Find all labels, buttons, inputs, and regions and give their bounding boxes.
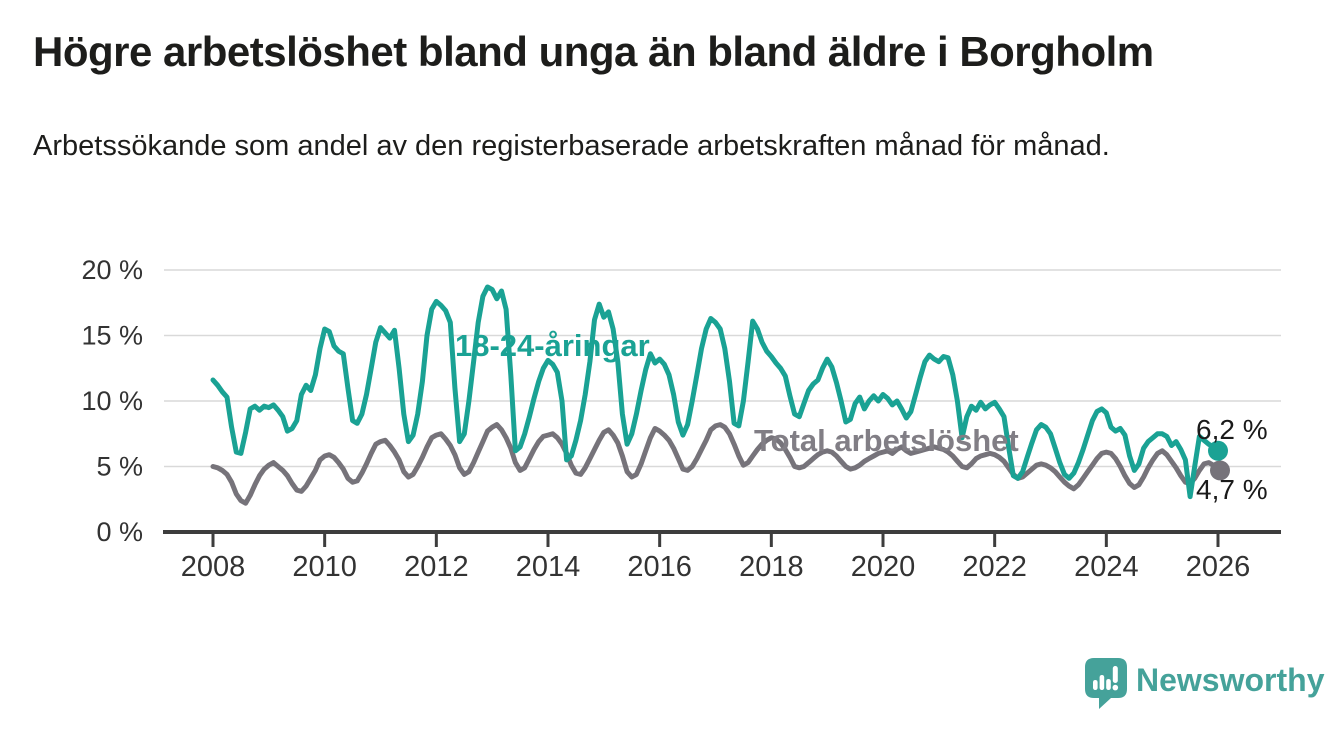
y-axis-tick-label: 10 % <box>81 386 143 416</box>
total-end-dot <box>1210 460 1230 481</box>
x-axis-tick-label: 2014 <box>516 551 581 583</box>
newsworthy-logo-text: Newsworthy <box>1136 662 1325 698</box>
x-axis-tick-label: 2012 <box>404 551 469 583</box>
end-value-label-young: 6,2 % <box>1196 414 1268 445</box>
y-axis-tick-label: 15 % <box>81 321 143 351</box>
x-axis-tick-label: 2024 <box>1074 551 1139 583</box>
young-end-dot <box>1208 440 1228 461</box>
x-axis-tick-label: 2018 <box>739 551 804 583</box>
x-axis-tick-label: 2008 <box>181 551 246 583</box>
x-axis-tick-label: 2016 <box>627 551 692 583</box>
x-axis-tick-label: 2010 <box>292 551 357 583</box>
series-label-young: 18-24-åringar <box>455 328 650 363</box>
newsworthy-logo: Newsworthy <box>1084 657 1324 711</box>
x-axis-tick-label: 2020 <box>851 551 916 583</box>
end-value-label-total: 4,7 % <box>1196 474 1268 505</box>
x-axis-tick-label: 2022 <box>962 551 1027 583</box>
y-axis-tick-label: 20 % <box>81 255 143 285</box>
y-axis-tick-label: 5 % <box>96 452 143 482</box>
x-axis-tick-label: 2026 <box>1186 551 1251 583</box>
page-title: Högre arbetslöshet bland unga än bland ä… <box>33 28 1154 75</box>
total-line <box>210 422 1221 506</box>
young-line <box>210 284 1221 500</box>
y-axis-tick-label: 0 % <box>96 517 143 547</box>
page-subtitle: Arbetssökande som andel av den registerb… <box>33 130 1110 162</box>
bar-chart-speech-bubble-icon <box>1085 658 1127 709</box>
series-label-total: Total arbetslöshet <box>754 423 1019 458</box>
